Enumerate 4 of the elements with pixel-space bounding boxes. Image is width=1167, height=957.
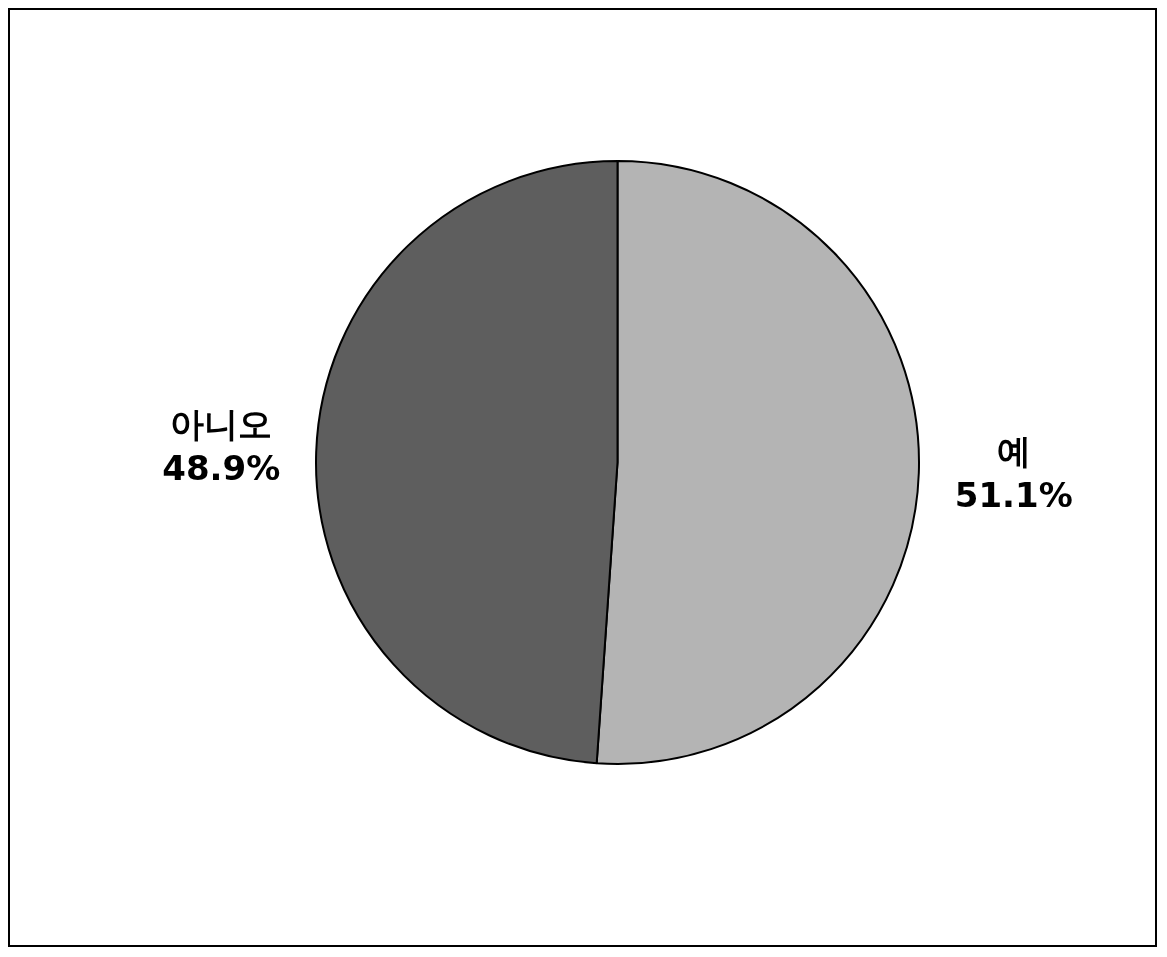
data-label: 48.9% (162, 447, 281, 488)
slice-label: 예 (996, 431, 1031, 472)
data-label: 51.1% (954, 475, 1073, 516)
slice-label: 아니오 (170, 403, 273, 444)
